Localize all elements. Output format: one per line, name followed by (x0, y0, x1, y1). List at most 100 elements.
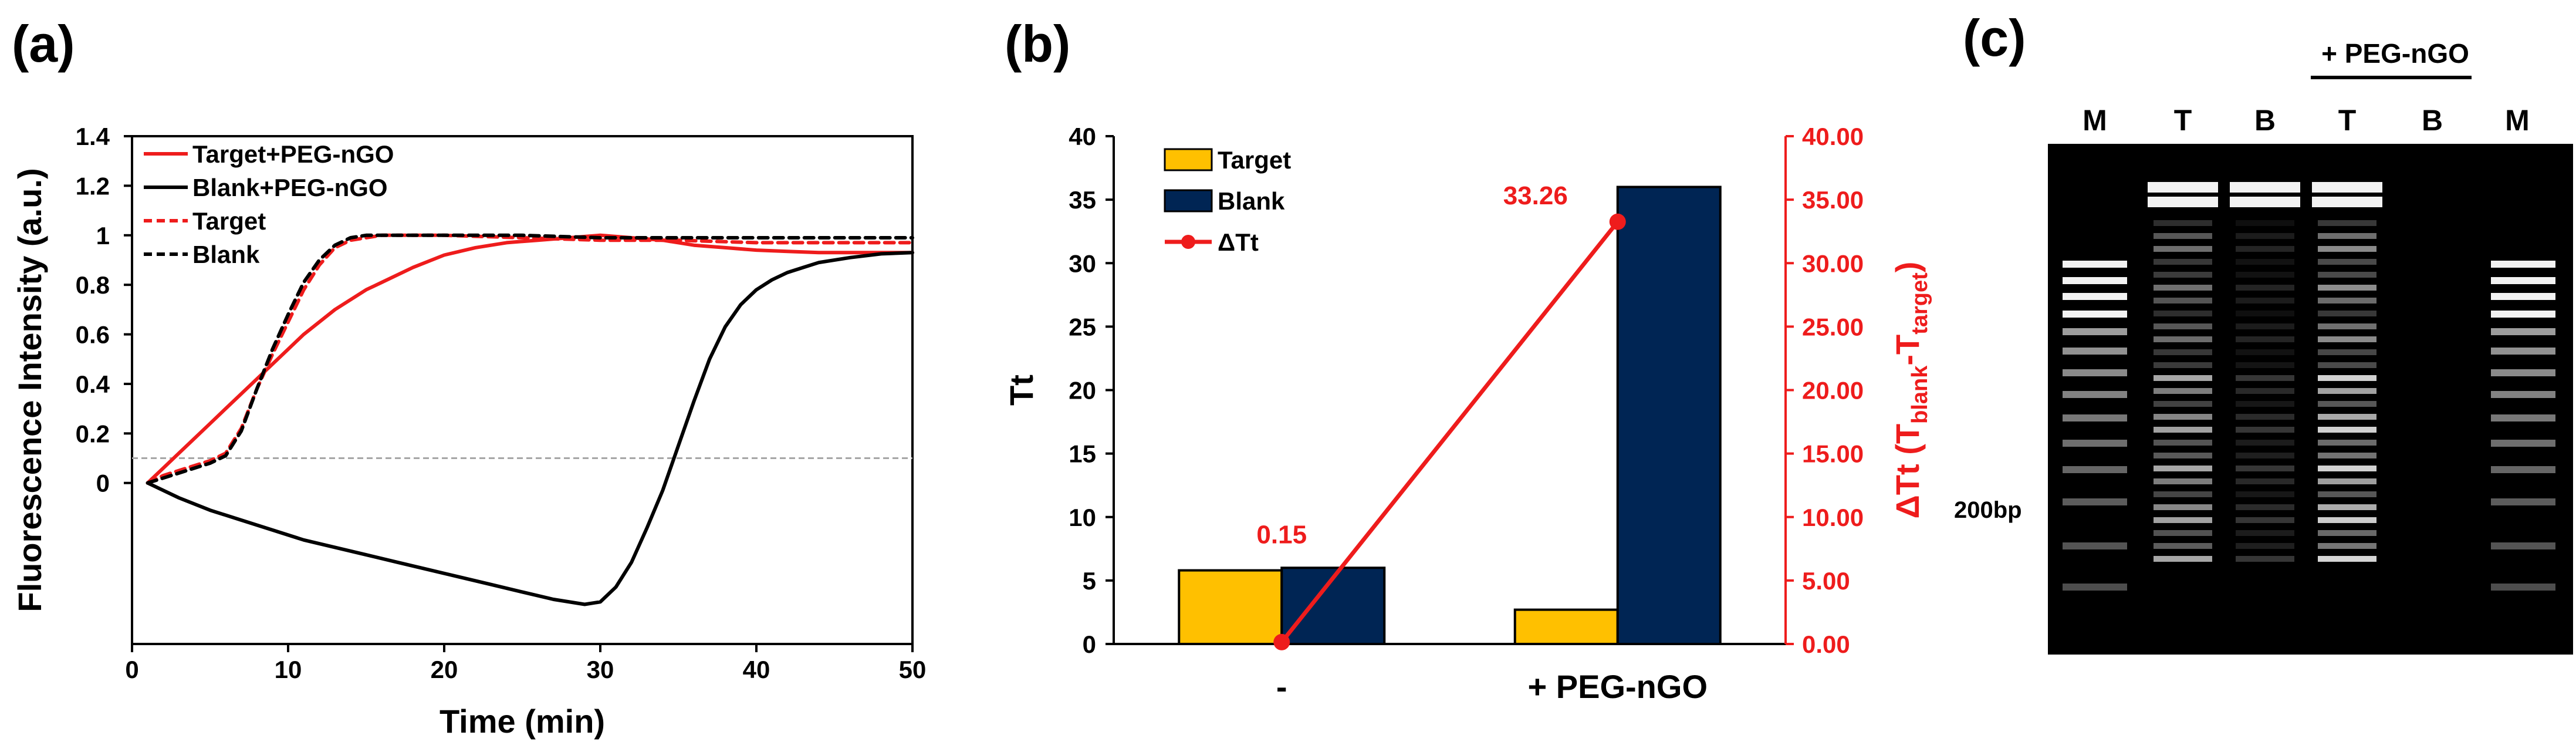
gel-marker-band (2491, 293, 2555, 300)
gel-smear-band (2154, 285, 2212, 291)
gel-group-label: + PEG-nGO (2321, 38, 2469, 69)
gel-smear-band (2236, 466, 2294, 471)
y-tick-label-b: 25 (1069, 313, 1096, 340)
gel-smear-band (2236, 491, 2294, 497)
x-tick-label-a: 10 (275, 656, 302, 683)
y2-tick-label-b: 25.00 (1802, 313, 1864, 340)
gel-smear-band (2236, 440, 2294, 446)
gel-smear-band (2318, 311, 2376, 316)
series-line-blank (146, 233, 914, 485)
y-tick-label-a: 0.4 (76, 370, 110, 398)
gel-smear-band (2154, 311, 2212, 316)
gel-smear-band (2236, 375, 2294, 381)
y2-tick-label-b: 5.00 (1802, 567, 1850, 595)
gel-marker-band (2491, 440, 2555, 447)
gel-smear-band (2318, 220, 2376, 226)
gel-marker-band (2491, 584, 2555, 591)
gel-smear-band (2236, 414, 2294, 420)
gel-smear-band (2318, 440, 2376, 446)
gel-marker-band (2063, 328, 2127, 335)
y2-tick-label-b: 30.00 (1802, 249, 1864, 277)
gel-marker-label: 200bp (1954, 497, 2022, 523)
gel-smear-band (2236, 530, 2294, 536)
series-line-target-peg-ngo (146, 233, 914, 485)
gel-smear-band (2236, 478, 2294, 484)
delta-tt-data-label: 0.15 (1256, 520, 1307, 549)
y-tick-label-b: 15 (1069, 440, 1096, 468)
gel-marker-band (2063, 369, 2127, 376)
gel-marker-band (2491, 311, 2555, 318)
gel-smear-band (2154, 298, 2212, 304)
gel-smear-band (2236, 285, 2294, 291)
gel-marker-band (2063, 391, 2127, 398)
gel-marker-band (2491, 542, 2555, 549)
gel-smear-band (2318, 401, 2376, 407)
legend-swatch-b (1164, 189, 1213, 213)
y-tick-label-b: 0 (1083, 630, 1096, 658)
y2-tick-label-b: 35.00 (1802, 186, 1864, 214)
gel-lane-label: B (2254, 104, 2276, 137)
gel-lane-label: M (2083, 104, 2107, 137)
gel-marker-band (2063, 414, 2127, 421)
gel-well-band (2312, 197, 2382, 207)
panel-label-b: (b) (1005, 15, 1070, 73)
gel-smear-band (2318, 466, 2376, 471)
gel-smear-band (2236, 272, 2294, 278)
x-tick-label-a: 20 (431, 656, 458, 683)
x-category-label-b: + PEG-nGO (1528, 668, 1708, 705)
legend-label-a: Target+PEG-nGO (192, 140, 394, 168)
y-tick-label-b: 20 (1069, 377, 1096, 404)
gel-smear-band (2236, 323, 2294, 329)
y2-tick-label-b: 20.00 (1802, 377, 1864, 404)
y-tick-label-a: 0.6 (76, 321, 110, 349)
y-tick-label-b: 40 (1069, 123, 1096, 150)
series-line-target (146, 233, 914, 485)
gel-smear-band (2236, 362, 2294, 368)
gel-smear-band (2154, 414, 2212, 420)
gel-marker-band (2491, 277, 2555, 284)
panel-label-c: (c) (1963, 9, 2026, 67)
bar-target (1513, 608, 1619, 646)
gel-marker-band (2063, 277, 2127, 284)
y-tick-label-a: 0.2 (76, 420, 110, 447)
y2-axis-label-b: ΔTt (Tblank-Ttarget) (1889, 262, 1932, 519)
gel-smear-band (2154, 427, 2212, 433)
gel-smear-band (2154, 272, 2212, 278)
y-axis-label-b: Tt (1003, 375, 1040, 406)
legend-label-b: Blank (1218, 187, 1285, 215)
gel-marker-band (2063, 348, 2127, 355)
gel-smear-band (2318, 388, 2376, 394)
y-tick-label-a: 0.8 (76, 271, 110, 299)
gel-smear-band (2318, 298, 2376, 304)
gel-smear-band (2236, 453, 2294, 458)
gel-smear-band (2154, 362, 2212, 368)
y-tick-label-a: 1 (96, 222, 110, 249)
gel-marker-band (2063, 466, 2127, 473)
gel-marker-band (2063, 542, 2127, 549)
gel-smear-band (2154, 517, 2212, 523)
chart-b: - + PEG-nGO 0 5 10 15 20 25 30 35 40 0.00 5.00 10.00 1… (1003, 123, 1932, 705)
gel-smear-band (2236, 298, 2294, 304)
gel-smear-band (2318, 478, 2376, 484)
y2-tick-label-b: 10.00 (1802, 504, 1864, 531)
gel-smear-band (2236, 349, 2294, 355)
gel-marker-band (2491, 391, 2555, 398)
gel-smear-band (2154, 349, 2212, 355)
y-tick-label-b: 5 (1083, 567, 1096, 595)
gel-smear-band (2318, 272, 2376, 278)
gel-smear-band (2236, 556, 2294, 562)
gel-smear-band (2154, 530, 2212, 536)
gel-marker-band (2063, 498, 2127, 505)
gel-marker-band (2491, 369, 2555, 376)
x-category-label-b: - (1276, 668, 1287, 705)
gel-marker-band (2063, 293, 2127, 300)
delta-tt-point (1609, 213, 1626, 230)
gel-smear-band (2318, 375, 2376, 381)
gel-smear-band (2236, 388, 2294, 394)
x-axis-label-a: Time (min) (440, 703, 605, 740)
delta-tt-line (1280, 220, 1620, 643)
gel-well-band (2148, 182, 2218, 193)
gel-marker-band (2491, 414, 2555, 421)
gel-smear-band (2318, 543, 2376, 549)
